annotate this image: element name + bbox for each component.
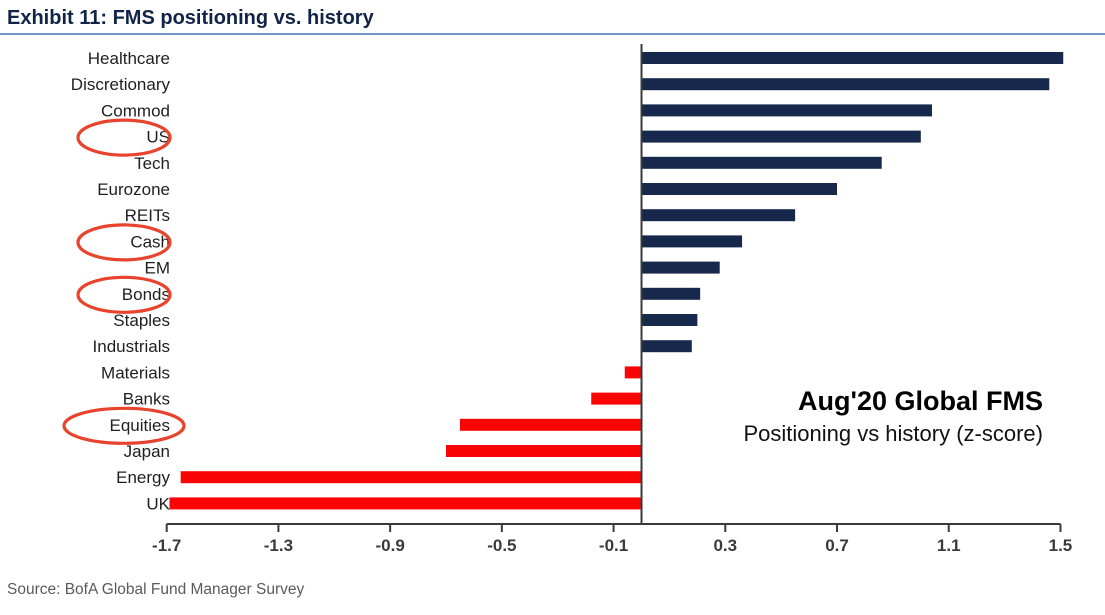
bar-commod	[641, 104, 932, 117]
bar-reits	[641, 209, 796, 222]
x-axis-tick-label: 1.5	[1049, 536, 1073, 555]
category-label-cash: Cash	[130, 232, 170, 251]
x-axis-tick-label: -0.5	[487, 536, 516, 555]
category-label-us: US	[146, 128, 170, 147]
x-axis-tick-label: -1.3	[264, 536, 293, 555]
title-underline	[0, 33, 1105, 35]
bar-equities	[459, 418, 642, 431]
category-label-banks: Banks	[123, 390, 170, 409]
bar-industrials	[641, 340, 692, 353]
category-label-staples: Staples	[113, 311, 170, 330]
category-label-industrials: Industrials	[93, 337, 170, 356]
category-label-discretionary: Discretionary	[71, 75, 171, 94]
chart-annotation: Aug'20 Global FMS Positioning vs history…	[743, 386, 1043, 446]
bar-energy	[180, 471, 642, 484]
annotation-subtitle: Positioning vs history (z-score)	[743, 421, 1043, 447]
x-axis-tick-label: -0.1	[599, 536, 628, 555]
category-label-materials: Materials	[101, 363, 170, 382]
bar-tech	[641, 156, 882, 169]
x-axis-tick-label: -1.7	[152, 536, 181, 555]
category-label-eurozone: Eurozone	[97, 180, 170, 199]
bar-bonds	[641, 287, 701, 300]
bar-banks	[591, 392, 642, 405]
x-axis-tick-label: -0.9	[375, 536, 404, 555]
bar-healthcare	[641, 52, 1064, 64]
bar-cash	[641, 235, 743, 248]
annotation-title: Aug'20 Global FMS	[798, 386, 1043, 416]
bar-em	[641, 261, 720, 274]
category-label-em: EM	[145, 259, 171, 278]
bar-discretionary	[641, 78, 1050, 91]
category-label-energy: Energy	[116, 468, 170, 487]
highlight-circle-equities	[62, 406, 186, 445]
category-label-bonds: Bonds	[122, 285, 170, 304]
highlight-circle-cash	[76, 223, 172, 262]
bar-us	[641, 130, 921, 143]
highlight-circle-bonds	[76, 275, 172, 314]
bar-japan	[446, 445, 642, 457]
category-label-tech: Tech	[134, 154, 170, 173]
bar-uk	[169, 497, 642, 510]
x-axis-tick-label: 0.7	[825, 536, 849, 555]
category-label-uk: UK	[146, 494, 170, 513]
category-label-commod: Commod	[101, 101, 170, 120]
x-axis-tick-label: 1.1	[937, 536, 961, 555]
source-note: Source: BofA Global Fund Manager Survey	[7, 581, 305, 598]
category-label-reits: REITs	[125, 206, 170, 225]
bar-eurozone	[641, 183, 838, 195]
category-label-healthcare: Healthcare	[88, 49, 170, 68]
highlight-circle-us	[76, 118, 172, 157]
category-label-equities: Equities	[110, 416, 170, 435]
x-axis-tick-label: 0.3	[713, 536, 737, 555]
bar-staples	[641, 314, 698, 326]
bar-materials	[624, 366, 642, 379]
category-label-japan: Japan	[124, 442, 170, 461]
exhibit-title: Exhibit 11: FMS positioning vs. history	[7, 7, 374, 29]
